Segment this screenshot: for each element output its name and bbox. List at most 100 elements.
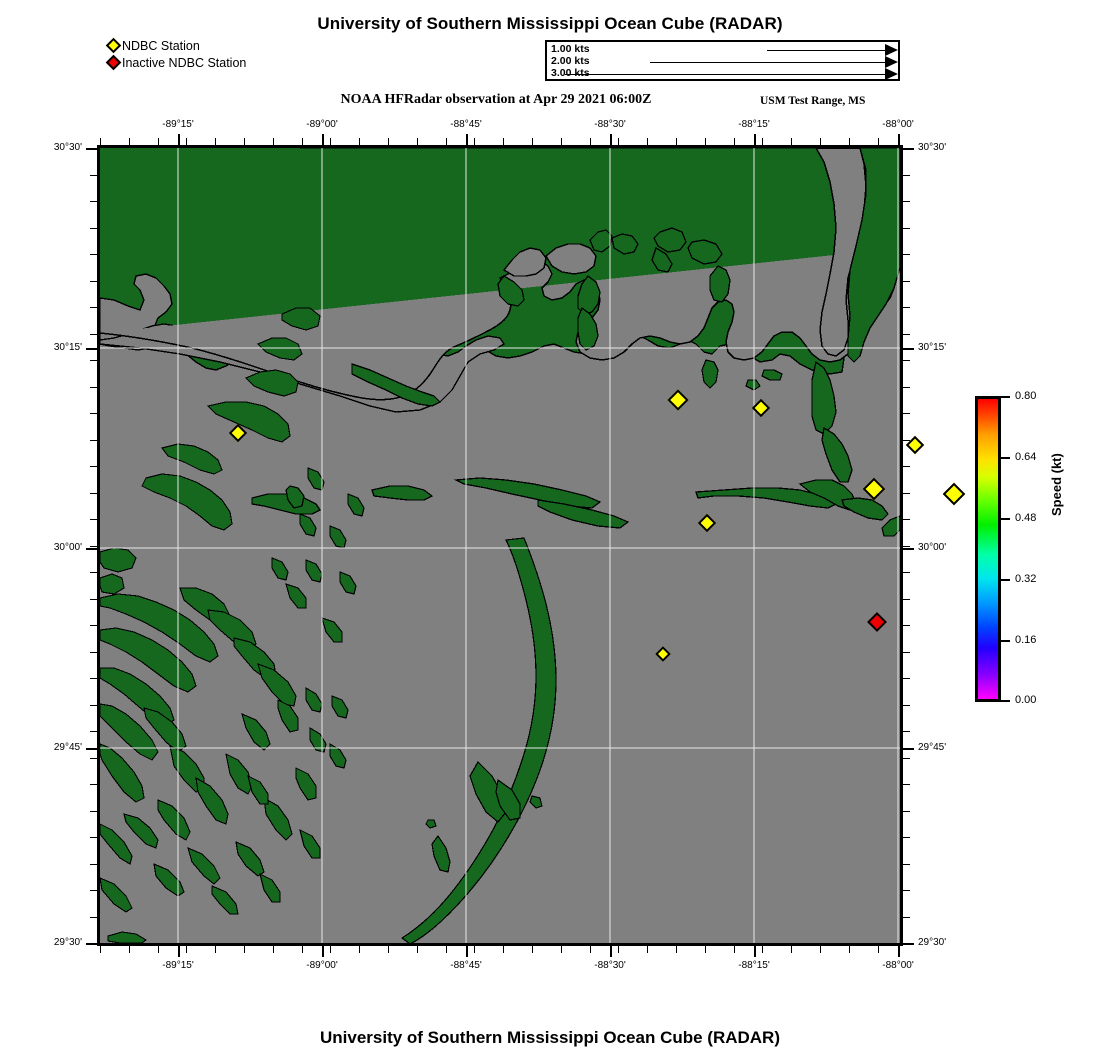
x-minor-tick-top [330,138,332,145]
y-minor-tick-right [903,678,910,679]
x-minor-tick-bottom [215,946,217,953]
east-mainland [847,148,900,363]
x-axis-label-top-1: -89°00' [306,119,338,130]
radar-map[interactable] [97,145,903,946]
colorbar-gradient [975,396,1001,702]
vector-scale-arrowhead-2 [885,56,898,68]
x-minor-tick-bottom [330,946,332,953]
y-minor-tick-right [903,731,910,732]
y-major-tick-left [86,148,97,150]
coastal-strip-6 [653,227,687,253]
vector-scale-label-1: 1.00 kts [551,43,590,55]
y-axis-label-left-2: 30°00' [53,542,82,553]
x-minor-tick-top [791,138,793,145]
vector-scale-row-1: 1.00 kts [547,43,898,57]
y-minor-tick-left [90,784,97,785]
y-minor-tick-right [903,784,910,785]
y-minor-tick-left [90,254,97,255]
vector-scale-row-3: 3.00 kts [547,68,898,81]
coastal-strip-7 [651,247,673,273]
colorbar[interactable]: 0.80 0.64 0.48 0.32 0.16 0.00 Speed (kt) [975,391,1064,706]
y-minor-tick-right [903,837,910,838]
x-minor-tick-top [388,138,389,145]
x-minor-tick-bottom [676,946,677,953]
x-minor-tick-bottom [560,946,562,953]
y-minor-tick-left [90,625,97,626]
x-major-tick-top [898,134,900,145]
x-minor-tick-top [445,138,447,145]
x-minor-tick-bottom [733,946,735,953]
y-minor-tick-right [903,757,910,759]
barrier-island-far-east [841,497,889,521]
y-minor-tick-left [90,466,97,467]
x-major-tick-top [466,134,468,145]
x-minor-tick-top [877,138,879,145]
y-major-tick-right [903,548,914,550]
x-minor-tick-top [503,138,505,145]
y-minor-tick-left [90,492,97,494]
observation-subtitle: NOAA HFRadar observation at Apr 29 2021 … [340,92,652,107]
y-minor-tick-left [90,439,97,441]
x-minor-tick-bottom [474,946,476,953]
island-small-3 [701,359,719,389]
x-minor-tick-bottom [157,946,159,953]
y-minor-tick-left [90,731,97,732]
x-minor-tick-top [589,138,591,145]
y-minor-tick-left [90,863,97,865]
y-axis-label-left-0: 30°30' [53,142,82,153]
y-minor-tick-left [90,572,97,573]
y-minor-tick-right [903,307,910,308]
x-axis-label-bottom-0: -89°15' [162,960,194,971]
x-axis-label-bottom-2: -88°45' [450,960,482,971]
barrier-island-horn [453,477,602,509]
y-minor-tick-right [903,227,910,229]
legend-item-inactive: Inactive NDBC Station [105,54,246,71]
x-axis-label-top-0: -89°15' [162,119,194,130]
y-major-tick-left [86,943,97,945]
x-minor-tick-bottom [589,946,591,953]
y-axis-label-right-0: 30°30' [918,142,947,153]
island-small-4 [881,515,900,537]
colorbar-label-0: 0.80 [1015,390,1037,402]
y-minor-tick-left [90,704,97,706]
x-minor-tick-bottom [359,946,361,953]
vector-scale-line-3 [565,74,885,75]
x-minor-tick-bottom [647,946,649,953]
vector-scale-label-2: 2.00 kts [551,55,590,67]
barrier-island-dauphin [695,487,838,509]
x-minor-tick-top [215,138,217,145]
coastal-strip-4 [589,229,613,253]
x-minor-tick-top [186,138,188,145]
x-major-tick-bottom [466,946,468,957]
colorbar-label-4: 0.16 [1015,634,1037,646]
x-minor-tick-bottom [820,946,821,953]
y-axis-label-left-1: 30°15' [53,342,82,353]
y-axis-label-right-2: 30°00' [918,542,947,553]
chandeleur-island-sm1 [425,819,437,829]
vector-scale-arrowhead-1 [885,44,898,56]
barrier-island-petit [537,499,630,529]
colorbar-tick-5 [1001,700,1010,702]
y-minor-tick-right [903,519,910,520]
y-minor-tick-right [903,704,910,706]
y-minor-tick-right [903,863,910,865]
y-axis-label-right-3: 29°45' [918,742,947,753]
colorbar-label-5: 0.00 [1015,694,1037,706]
x-axis-label-top-2: -88°45' [450,119,482,130]
y-minor-tick-left [90,598,97,600]
x-axis-label-bottom-5: -88°00' [882,960,914,971]
y-major-tick-left [86,748,97,750]
x-minor-tick-top [128,138,130,145]
x-minor-tick-bottom [416,946,418,953]
barrier-island-ne-tip2 [821,426,853,483]
x-axis-label-bottom-1: -89°00' [306,960,338,971]
y-minor-tick-left [90,519,97,520]
x-minor-tick-bottom [272,946,274,953]
y-major-tick-right [903,148,914,150]
y-minor-tick-left [90,280,97,282]
colorbar-tick-1 [1001,457,1010,459]
x-major-tick-top [754,134,756,145]
x-minor-tick-top [532,138,533,145]
y-minor-tick-left [90,360,97,361]
